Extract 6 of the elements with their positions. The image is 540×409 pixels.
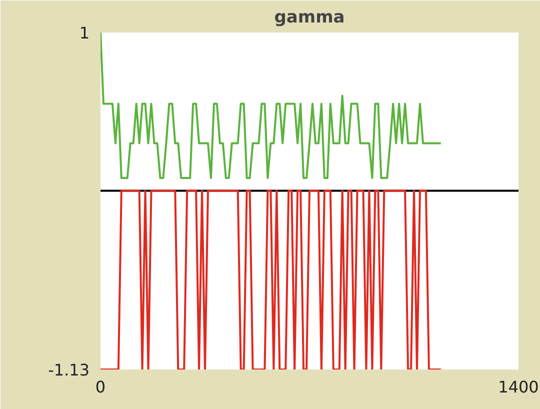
y-tick-label: -1.13	[48, 360, 90, 380]
x-tick-label: 1400	[498, 378, 539, 396]
x-tick-label: 0	[95, 378, 106, 396]
chart-title: gamma	[274, 8, 345, 28]
line-series	[100, 32, 442, 180]
y-tick-label: 1	[79, 24, 90, 42]
